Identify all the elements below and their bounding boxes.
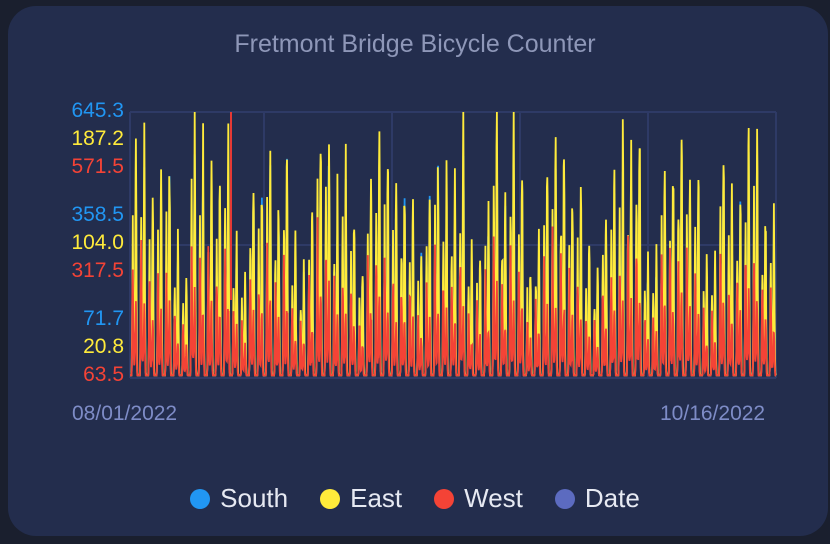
legend-swatch-east xyxy=(320,488,341,509)
y-tick-south-max: 645.3 xyxy=(71,99,124,122)
legend-item-date[interactable]: Date xyxy=(554,483,640,514)
y-tick-east-mid: 104.0 xyxy=(71,231,124,254)
series-line-west xyxy=(130,217,777,377)
legend: South East West Date xyxy=(0,483,830,514)
y-tick-east-max: 187.2 xyxy=(71,127,124,150)
legend-swatch-south xyxy=(190,488,211,509)
legend-label-date: Date xyxy=(584,483,640,513)
legend-item-west[interactable]: West xyxy=(434,483,523,514)
y-tick-south-mid: 358.5 xyxy=(71,203,124,226)
legend-swatch-date xyxy=(554,488,575,509)
legend-label-south: South xyxy=(220,483,289,513)
legend-swatch-west xyxy=(434,488,455,509)
y-tick-south-min: 71.7 xyxy=(83,307,124,330)
chart-title: Fretmont Bridge Bicycle Counter xyxy=(234,30,596,58)
legend-item-south[interactable]: South xyxy=(190,483,288,514)
legend-item-east[interactable]: East xyxy=(320,483,402,514)
x-tick-start: 08/01/2022 xyxy=(72,402,178,425)
legend-label-east: East xyxy=(350,483,403,513)
y-tick-west-min: 63.5 xyxy=(83,363,124,386)
y-tick-west-max: 571.5 xyxy=(71,155,124,178)
y-tick-east-min: 20.8 xyxy=(83,335,124,358)
legend-label-west: West xyxy=(464,483,523,513)
x-tick-end: 10/16/2022 xyxy=(660,402,766,425)
y-tick-west-mid: 317.5 xyxy=(71,259,124,282)
